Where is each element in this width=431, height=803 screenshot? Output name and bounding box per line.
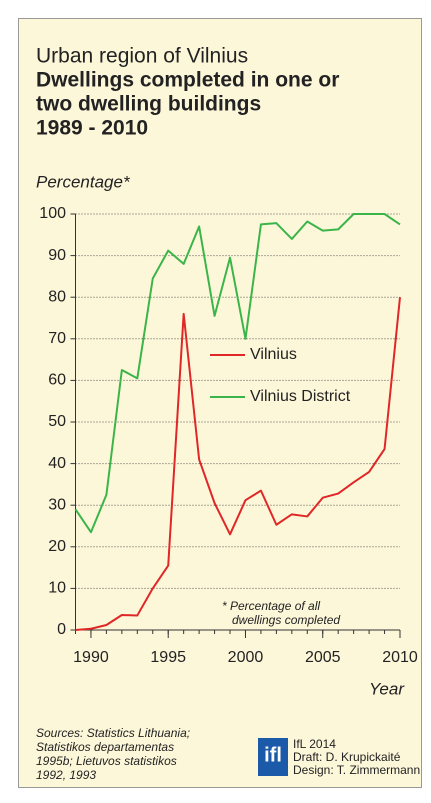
panel xyxy=(18,18,422,788)
series-line xyxy=(75,297,401,631)
x-tick-label: 2000 xyxy=(228,649,264,666)
y-tick-label: 70 xyxy=(48,330,66,347)
x-tick-label: 2010 xyxy=(382,649,418,666)
source: 1992, 1993 xyxy=(36,768,96,782)
source: Sources: Statistics Lithuania; xyxy=(36,726,190,740)
y-tick-label: 30 xyxy=(48,496,66,513)
x-tick-label: 2005 xyxy=(305,649,341,666)
credit: Design: T. Zimmermann xyxy=(293,763,420,777)
legend-label: Vilnius District xyxy=(250,388,351,405)
y-tick-label: 100 xyxy=(39,205,66,222)
annotation: * Percentage of all xyxy=(222,599,320,613)
credit: Draft: D. Krupickaité xyxy=(293,750,401,764)
y-tick-label: 20 xyxy=(48,538,66,555)
x-tick-label: 1990 xyxy=(73,649,109,666)
y-tick-label: 90 xyxy=(48,247,66,264)
x-tick-label: 1995 xyxy=(150,649,186,666)
y-axis-label: Percentage* xyxy=(36,172,131,191)
y-tick-label: 0 xyxy=(57,621,66,638)
chart-subtitle: two dwelling buildings xyxy=(36,93,261,116)
chart-subtitle: 1989 - 2010 xyxy=(36,117,148,140)
credit: IfL 2014 xyxy=(293,737,336,751)
legend-label: Vilnius xyxy=(250,346,297,363)
y-tick-label: 50 xyxy=(48,413,66,430)
y-tick-label: 10 xyxy=(48,580,66,597)
y-tick-label: 40 xyxy=(48,455,66,472)
y-tick-label: 60 xyxy=(48,372,66,389)
annotation: dwellings completed xyxy=(232,613,340,627)
logo-box xyxy=(258,738,288,776)
logo: ifl xyxy=(264,744,282,766)
chart-title: Urban region of Vilnius xyxy=(36,45,248,68)
chart-subtitle: Dwellings completed in one or xyxy=(36,69,339,92)
y-tick-label: 80 xyxy=(48,288,66,305)
source: 1995b; Lietuvos statistikos xyxy=(36,754,177,768)
x-axis-label: Year xyxy=(369,679,405,698)
series-line xyxy=(74,213,401,534)
source: Statistikos departamentas xyxy=(36,740,174,754)
